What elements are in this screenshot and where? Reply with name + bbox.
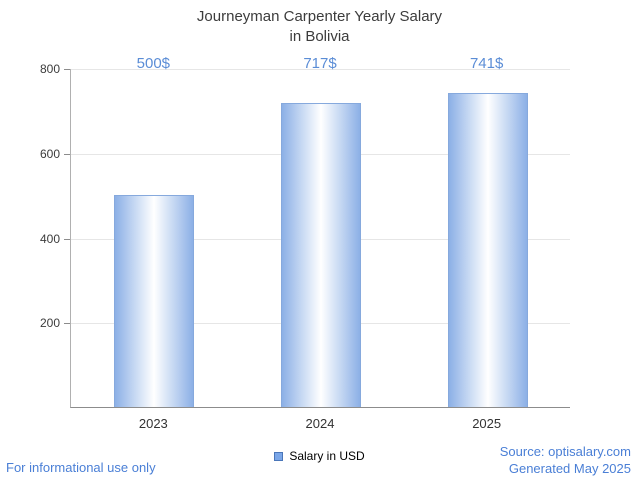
bar-value-label: 717$	[303, 55, 337, 72]
generated-date: Generated May 2025	[508, 460, 631, 476]
bar-value-label: 500$	[136, 55, 171, 72]
legend-label: Salary in USD	[289, 449, 365, 463]
bar-2025	[447, 93, 528, 407]
y-axis-tick-label: 600	[39, 146, 60, 161]
chart-title-line1: Journeyman Carpenter Yearly Salary	[196, 8, 443, 25]
legend-swatch-icon	[274, 451, 284, 461]
y-axis-tick-mark	[64, 238, 70, 240]
source-link[interactable]: Source: optisalary.com	[499, 444, 631, 459]
bar-2024	[281, 103, 361, 407]
x-axis-tick-label: 2024	[305, 416, 335, 431]
bar-2023	[114, 195, 195, 407]
legend: Salary in USD	[0, 449, 639, 463]
bar-value-label: 741$	[469, 55, 504, 72]
y-axis-tick-label: 800	[39, 62, 60, 76]
source-block: Source: optisalary.com Generated May 202…	[500, 444, 631, 478]
y-axis-tick-mark	[64, 153, 70, 155]
x-axis-tick-label: 2025	[472, 416, 502, 431]
chart-title-line2: in Bolivia	[289, 27, 350, 45]
gridline	[71, 69, 570, 70]
y-axis-tick-label: 400	[39, 231, 60, 246]
disclaimer-text: For informational use only	[6, 460, 156, 475]
y-axis-tick-label: 200	[39, 316, 60, 331]
plot-area	[70, 69, 570, 408]
y-axis-tick-mark	[64, 323, 70, 325]
chart-title: Journeyman Carpenter Yearly Salary in Bo…	[0, 7, 639, 46]
x-axis-tick-label: 2023	[138, 416, 168, 431]
y-axis-tick-mark	[64, 69, 70, 70]
